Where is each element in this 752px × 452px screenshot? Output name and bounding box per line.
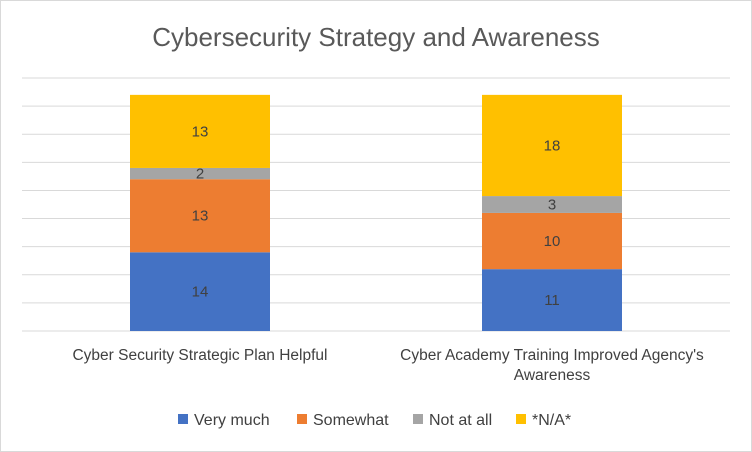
bar-segment xyxy=(482,212,622,270)
bar-segment xyxy=(130,252,270,331)
category-labels: Cyber Security Strategic Plan Helpful Cyb… xyxy=(72,347,704,384)
legend-label: *N/A* xyxy=(532,412,571,429)
legend-label: Not at all xyxy=(429,412,492,429)
bar-segment xyxy=(482,94,622,197)
data-label: 2 xyxy=(196,166,204,183)
category-label: Awareness xyxy=(514,367,591,384)
data-label: 14 xyxy=(192,284,209,301)
bars xyxy=(130,94,622,331)
legend-swatch xyxy=(178,414,188,424)
data-label: 10 xyxy=(544,233,561,250)
bar-segment xyxy=(130,179,270,253)
data-labels: 14 13 2 13 11 10 3 18 xyxy=(192,123,561,309)
legend-swatch xyxy=(297,414,307,424)
legend-label: Somewhat xyxy=(313,412,389,429)
legend: Very much Somewhat Not at all *N/A* xyxy=(178,412,571,429)
bar-segment xyxy=(130,167,270,180)
data-label: 3 xyxy=(548,197,556,214)
data-label: 13 xyxy=(192,123,209,140)
legend-swatch xyxy=(516,414,526,424)
legend-swatch xyxy=(413,414,423,424)
category-label: Cyber Security Strategic Plan Helpful xyxy=(72,347,327,364)
bar-segment xyxy=(482,269,622,331)
bar-segment xyxy=(130,94,270,168)
category-label: Cyber Academy Training Improved Agency's xyxy=(400,347,704,364)
chart-title: Cybersecurity Strategy and Awareness xyxy=(152,22,600,52)
legend-label: Very much xyxy=(194,412,270,429)
data-label: 11 xyxy=(544,292,560,309)
data-label: 18 xyxy=(544,137,561,154)
data-label: 13 xyxy=(192,208,209,225)
gridlines xyxy=(22,77,730,332)
bar-segment xyxy=(482,196,622,213)
